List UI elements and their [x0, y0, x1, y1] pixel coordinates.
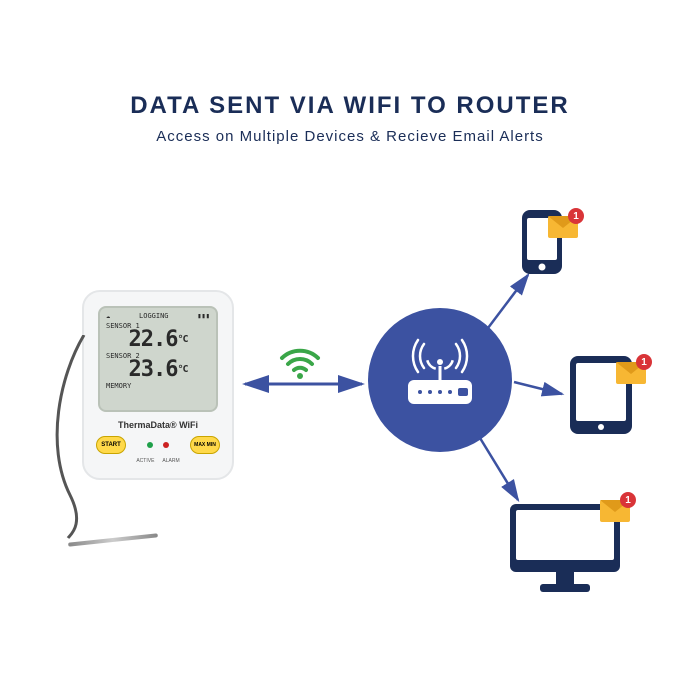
- pc-mail-icon: 1: [600, 492, 636, 522]
- router-hub: [368, 308, 512, 452]
- svg-text:1: 1: [625, 495, 631, 506]
- diagram-canvas: ☁ LOGGING ▮▮▮ SENSOR 1 22.6°C SENSOR 2 2…: [0, 0, 700, 700]
- arrow-router-tablet: [514, 382, 562, 394]
- arrow-router-pc: [480, 438, 518, 500]
- svg-text:1: 1: [573, 211, 579, 222]
- arrow-router-phone: [488, 275, 528, 328]
- connections-svg: 1 1 1: [0, 0, 700, 700]
- svg-text:1: 1: [641, 357, 647, 368]
- wifi-icon: [282, 351, 318, 379]
